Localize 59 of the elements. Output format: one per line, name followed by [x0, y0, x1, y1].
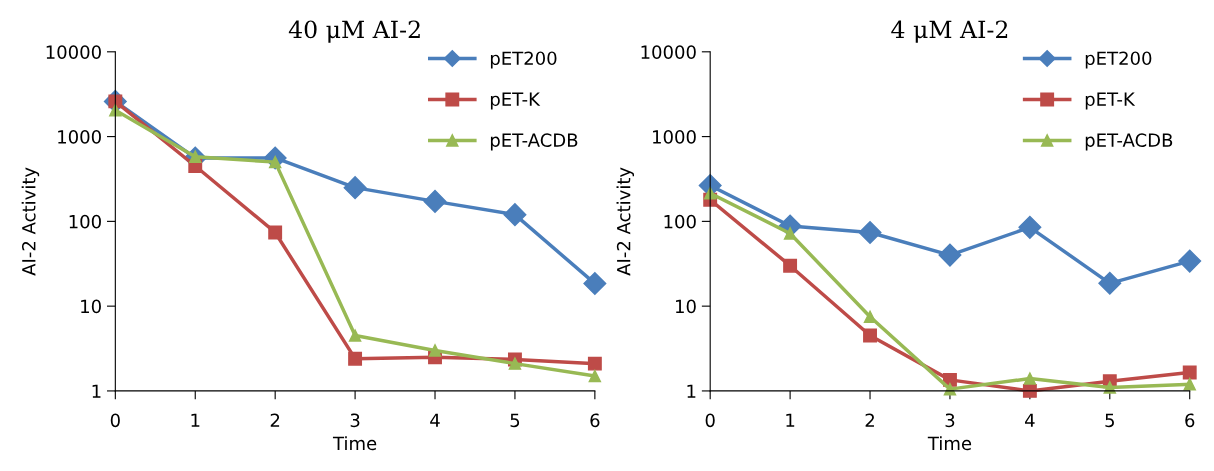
x-tick-label: 5	[1105, 413, 1114, 428]
y-tick-label: 10000	[641, 45, 696, 59]
y-axis-title: AI-2 Activity	[21, 167, 40, 276]
point	[1178, 249, 1202, 273]
x-tick-label: 2	[270, 413, 280, 427]
y-tick-label: 1	[92, 384, 101, 398]
x-axis-title: Time	[332, 436, 377, 451]
point	[863, 310, 877, 323]
legend-label: pET200	[1085, 51, 1152, 69]
y-tick-label: 100	[69, 214, 101, 229]
y-tick-label: 1	[687, 384, 696, 398]
x-tick-label: 1	[191, 413, 200, 427]
point	[583, 272, 607, 295]
point	[348, 351, 363, 366]
point	[1098, 271, 1122, 295]
point	[1182, 365, 1197, 380]
point	[1183, 377, 1196, 391]
x-tick-label: 6	[590, 413, 600, 428]
point	[783, 258, 798, 273]
point	[587, 356, 602, 371]
point	[508, 357, 522, 370]
point	[348, 329, 362, 342]
x-tick-label: 4	[430, 413, 440, 427]
x-tick-label: 0	[110, 413, 120, 428]
legend-label: pET-ACDB	[490, 133, 578, 151]
point	[783, 227, 797, 240]
legend-label: pET-K	[490, 92, 541, 110]
point	[423, 189, 447, 213]
point	[343, 176, 367, 200]
y-tick-label: 10	[81, 299, 101, 314]
x-tick-label: 3	[945, 413, 955, 428]
legend-label: pET-K	[1085, 92, 1136, 110]
x-tick-label: 6	[1185, 413, 1195, 428]
chart-title: 40 μM AI-2	[288, 20, 420, 43]
x-axis-title: Time	[927, 436, 972, 451]
point	[1018, 215, 1042, 239]
x-tick-label: 1	[786, 413, 795, 427]
legend-label: pET200	[490, 51, 557, 69]
y-tick-label: 10	[676, 299, 696, 314]
x-tick-label: 0	[705, 413, 715, 428]
y-tick-label: 100	[664, 214, 696, 229]
point	[503, 203, 527, 227]
legend-label: pET-ACDB	[1085, 133, 1173, 151]
point	[588, 369, 602, 383]
y-tick-label: 10000	[46, 45, 101, 59]
point	[428, 344, 442, 357]
point	[1023, 372, 1037, 385]
y-tick-label: 1000	[58, 130, 101, 144]
point	[938, 243, 962, 267]
point	[858, 220, 882, 244]
y-axis-title: AI-2 Activity	[616, 167, 634, 276]
point	[268, 225, 283, 240]
x-tick-label: 4	[1025, 413, 1035, 427]
chart-title: 4 μM AI-2	[891, 20, 1008, 43]
y-tick-label: 1000	[653, 130, 696, 144]
x-tick-label: 5	[510, 413, 520, 428]
x-tick-label: 3	[350, 413, 360, 428]
x-tick-label: 2	[865, 413, 874, 427]
point	[863, 328, 877, 343]
